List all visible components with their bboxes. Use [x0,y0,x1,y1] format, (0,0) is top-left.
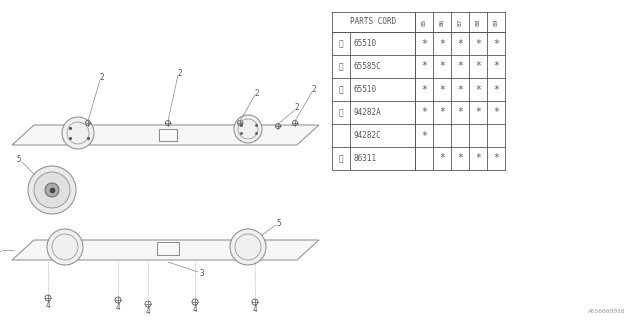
Text: *: * [439,154,445,164]
Circle shape [47,229,83,265]
Text: *: * [457,154,463,164]
Text: ②: ② [339,62,343,71]
Text: 94282A: 94282A [353,108,381,117]
Text: *: * [493,108,499,117]
Circle shape [234,115,262,143]
Text: 88: 88 [476,18,481,26]
Text: 86: 86 [440,18,445,26]
Text: *: * [493,61,499,71]
Text: 3: 3 [200,269,204,278]
Text: *: * [475,108,481,117]
Text: *: * [457,61,463,71]
Text: *: * [475,38,481,49]
Text: ①: ① [339,39,343,48]
Text: ④: ④ [339,108,343,117]
Text: 65510: 65510 [353,39,376,48]
Text: *: * [457,108,463,117]
Text: 4: 4 [45,301,51,310]
Text: 4: 4 [253,306,257,315]
Circle shape [45,183,59,197]
Circle shape [62,117,94,149]
Text: 65585C: 65585C [353,62,381,71]
Text: 4: 4 [193,306,197,315]
Text: 5: 5 [276,219,282,228]
Text: 87: 87 [458,18,463,26]
Text: *: * [475,154,481,164]
Text: *: * [475,84,481,94]
Circle shape [230,229,266,265]
Text: *: * [493,38,499,49]
Text: *: * [421,38,427,49]
Text: ③: ③ [339,85,343,94]
Text: *: * [439,38,445,49]
Polygon shape [12,240,319,260]
Text: ⑤: ⑤ [339,154,343,163]
Text: 2: 2 [100,74,104,83]
Text: *: * [493,84,499,94]
Text: *: * [421,131,427,140]
Text: 2: 2 [294,103,300,113]
Text: PARTS CORD: PARTS CORD [350,18,397,27]
Text: *: * [457,84,463,94]
Text: 94282C: 94282C [353,131,381,140]
Text: 4: 4 [146,308,150,316]
Text: *: * [439,108,445,117]
Text: A656000038: A656000038 [588,309,625,314]
Text: *: * [421,108,427,117]
Text: 85: 85 [422,18,426,26]
Text: *: * [421,61,427,71]
Text: *: * [439,84,445,94]
Text: *: * [439,61,445,71]
Circle shape [34,172,70,208]
Text: 5: 5 [17,155,21,164]
Text: *: * [493,154,499,164]
Text: 2: 2 [255,89,259,98]
Text: *: * [421,84,427,94]
Text: 4: 4 [116,303,120,313]
Text: 65510: 65510 [353,85,376,94]
Text: 2: 2 [312,85,316,94]
Text: 89: 89 [493,18,499,26]
Text: *: * [457,38,463,49]
Text: 2: 2 [178,68,182,77]
Bar [157,242,179,254]
Polygon shape [12,125,319,145]
Text: *: * [475,61,481,71]
Circle shape [28,166,76,214]
Text: 86311: 86311 [353,154,376,163]
Bar [159,129,177,141]
